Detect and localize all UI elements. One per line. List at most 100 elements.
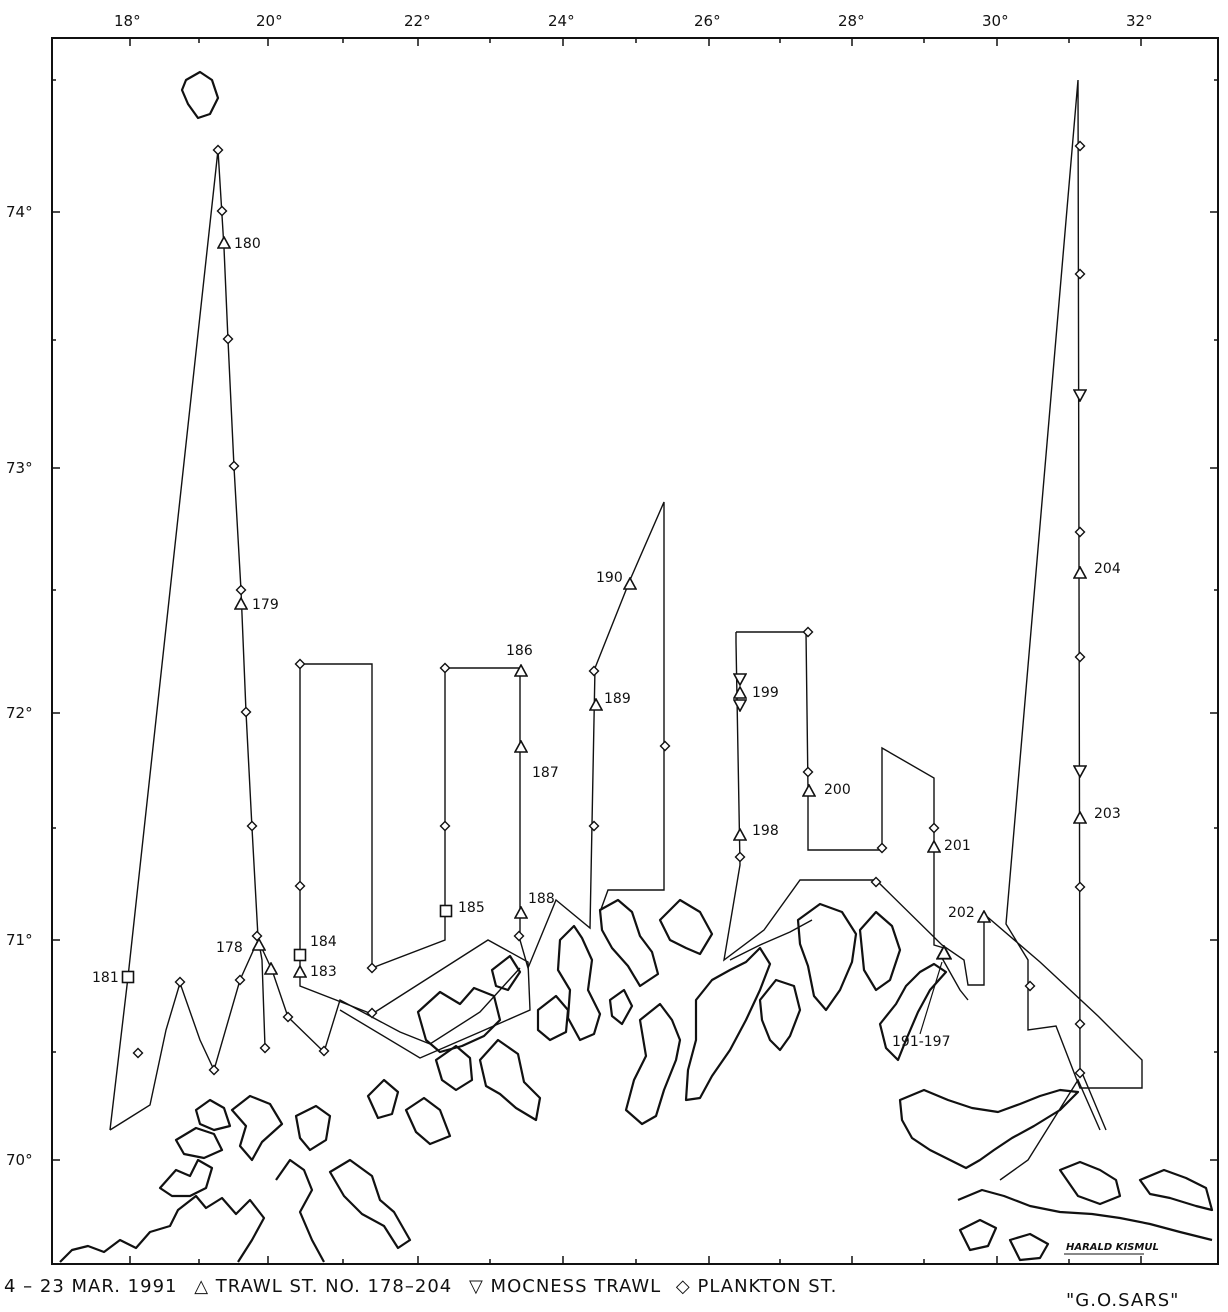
lon-label: 20°	[256, 12, 283, 30]
latitude-labels: 74° 73° 72° 71° 70°	[6, 203, 33, 1169]
plankton-station	[240, 706, 252, 718]
trawl-station	[514, 740, 528, 753]
station-label: 188	[528, 891, 555, 907]
trawl-station	[1073, 566, 1087, 579]
plankton-station	[132, 1047, 144, 1059]
station-labels: 180 179 178 184 183 181 185 186 187 188 …	[92, 236, 1121, 1050]
trawl-station	[733, 686, 747, 699]
trawl-station-square	[121, 970, 135, 984]
trawl-station	[252, 938, 266, 951]
station-label: 180	[234, 236, 261, 252]
plankton-station	[439, 662, 451, 674]
lat-label: 74°	[6, 203, 33, 221]
plankton-station	[513, 930, 525, 942]
plankton-station	[222, 333, 234, 345]
station-label: 200	[824, 782, 851, 798]
longitude-labels: 18° 20° 22° 24° 26° 28° 30° 32°	[114, 12, 1153, 30]
lon-label: 18°	[114, 12, 141, 30]
plankton-station	[294, 880, 306, 892]
coastline	[59, 70, 1214, 1263]
trawl-station	[589, 698, 603, 711]
station-label: 183	[310, 964, 337, 980]
station-label: 190	[596, 570, 623, 586]
plankton-station	[588, 665, 600, 677]
legend-plankton: PLANKTON ST.	[697, 1276, 838, 1297]
diamond-icon: ◇	[675, 1276, 691, 1297]
plankton-station	[439, 820, 451, 832]
plankton-station	[259, 1042, 271, 1054]
lat-label: 71°	[6, 931, 33, 949]
plankton-station	[659, 740, 671, 752]
station-label: 201	[944, 838, 971, 854]
plankton-station	[802, 766, 814, 778]
inverted-triangle-icon: ▽	[468, 1276, 484, 1297]
trawl-station	[264, 962, 278, 975]
map-frame	[51, 37, 1219, 1265]
plankton-station	[294, 658, 306, 670]
plankton-station	[216, 205, 228, 217]
lon-label: 28°	[838, 12, 865, 30]
lat-label: 73°	[6, 459, 33, 477]
trawl-station	[802, 784, 816, 797]
station-label: 202	[948, 905, 975, 921]
trawl-station-square	[293, 948, 307, 962]
lat-label: 72°	[6, 704, 33, 722]
plankton-station	[251, 930, 263, 942]
lon-label: 24°	[548, 12, 575, 30]
plankton-station	[1024, 980, 1036, 992]
trawl-station	[936, 945, 952, 960]
plankton-station	[234, 974, 246, 986]
leader-line	[919, 961, 943, 1035]
plankton-station	[246, 820, 258, 832]
station-label: 179	[252, 597, 279, 613]
station-label: 191-197	[892, 1034, 951, 1050]
legend-mocness: MOCNESS TRAWL	[490, 1276, 662, 1297]
plankton-station	[928, 822, 940, 834]
station-label: 203	[1094, 806, 1121, 822]
mocness-station	[1073, 765, 1087, 778]
trawl-station	[623, 577, 637, 590]
legend-dates: 4 – 23 MAR. 1991	[4, 1276, 178, 1297]
lon-label: 26°	[694, 12, 721, 30]
trawl-station	[733, 828, 747, 841]
station-label: 204	[1094, 561, 1121, 577]
lon-label: 22°	[404, 12, 431, 30]
trawl-station	[234, 597, 248, 610]
trawl-station	[927, 840, 941, 853]
map-credit: HARALD KISMUL	[1066, 1242, 1159, 1253]
plankton-station	[734, 851, 746, 863]
lon-label: 30°	[982, 12, 1009, 30]
station-label: 184	[310, 934, 337, 950]
frame-ticks	[52, 38, 1218, 1264]
triangle-icon: △	[194, 1276, 210, 1297]
mocness-station	[733, 699, 747, 712]
plankton-station	[208, 1064, 220, 1076]
trawl-station	[293, 965, 307, 978]
vessel-name: "G.O.SARS"	[1066, 1290, 1180, 1311]
mocness-station	[733, 673, 747, 686]
plankton-station	[235, 584, 247, 596]
trawl-station-square	[439, 904, 453, 918]
plankton-station	[876, 842, 888, 854]
plankton-station	[228, 460, 240, 472]
station-label: 181	[92, 970, 119, 986]
plankton-station	[174, 976, 186, 988]
legend-caption: 4 – 23 MAR. 1991 △ TRAWL ST. NO. 178–204…	[4, 1276, 837, 1297]
mocness-station	[1073, 389, 1087, 402]
plankton-station	[366, 962, 378, 974]
plankton-station	[318, 1045, 330, 1057]
plankton-station	[1074, 651, 1086, 663]
plankton-station	[1074, 140, 1086, 152]
trawl-station	[514, 906, 528, 919]
plankton-station	[1074, 526, 1086, 538]
trawl-station	[217, 236, 231, 249]
trawl-station	[514, 664, 528, 677]
plankton-station	[1074, 1018, 1086, 1030]
legend-trawl: TRAWL ST. NO. 178–204	[215, 1276, 453, 1297]
station-label: 186	[506, 643, 533, 659]
plankton-station	[1074, 881, 1086, 893]
station-label: 178	[216, 940, 243, 956]
station-label: 185	[458, 900, 485, 916]
trawl-station	[977, 910, 991, 923]
